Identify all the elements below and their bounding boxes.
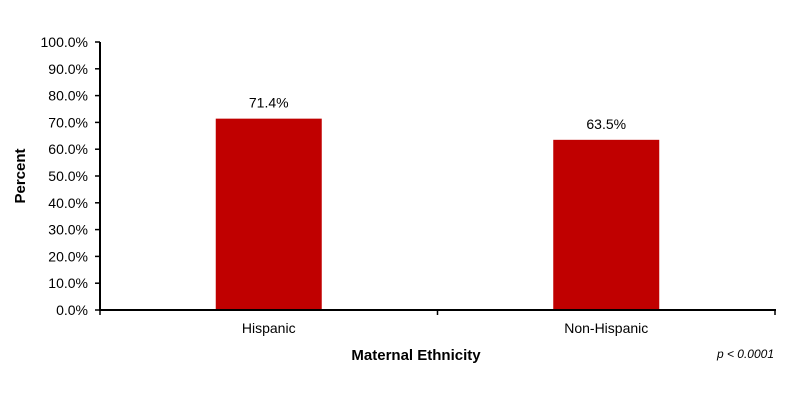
y-tick-label: 40.0% [48,195,88,211]
y-tick-label: 70.0% [48,114,88,130]
y-tick-label: 80.0% [48,88,88,104]
x-axis-title: Maternal Ethnicity [351,347,481,364]
bar-hispanic [215,118,322,310]
y-tick-label: 10.0% [48,275,88,291]
y-tick-label: 60.0% [48,141,88,157]
p-value-annotation: p < 0.0001 [716,347,774,361]
y-tick-label: 90.0% [48,61,88,77]
bar-non-hispanic [553,139,660,310]
y-axis-title: Percent [12,148,29,203]
data-label: 71.4% [249,95,289,111]
y-tick-label: 30.0% [48,222,88,238]
x-tick-label: Non-Hispanic [564,320,648,336]
x-tick-label: Hispanic [242,320,296,336]
y-tick-label: 100.0% [41,34,88,50]
y-tick-label: 0.0% [56,302,88,318]
y-tick-label: 50.0% [48,168,88,184]
y-tick-label: 20.0% [48,248,88,264]
data-label: 63.5% [586,116,626,132]
